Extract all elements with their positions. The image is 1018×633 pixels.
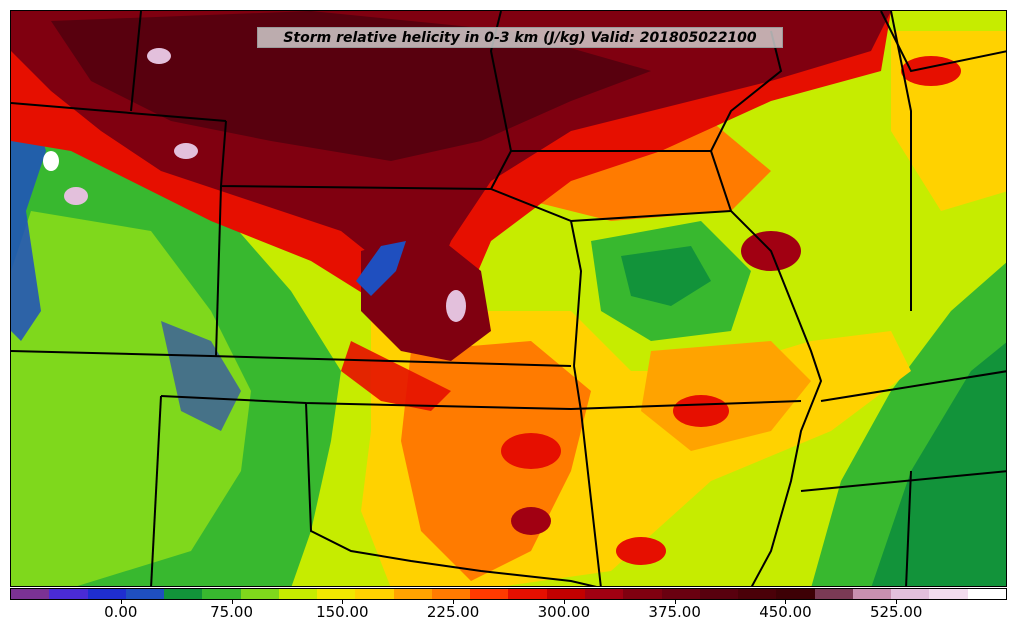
boundary-north-1 xyxy=(11,102,227,122)
colorbar-tick-mark xyxy=(231,600,233,604)
boundary-mo-ar xyxy=(573,365,602,586)
colorbar-tick-mark xyxy=(785,600,787,604)
colorbar xyxy=(10,588,1007,600)
colorbar-tick-mark xyxy=(896,600,898,604)
colorbar-swatch xyxy=(623,589,662,599)
colorbar-swatch xyxy=(125,589,165,599)
colorbar-swatch xyxy=(240,589,279,599)
orange-east xyxy=(641,341,811,451)
boundary-ne-ia xyxy=(489,11,512,152)
state-boundaries xyxy=(11,11,1006,586)
boundary-wy-ne xyxy=(130,11,142,112)
boundary-ks-ok xyxy=(160,395,802,411)
red-cell-3 xyxy=(673,395,729,427)
colorbar-tick-label: 225.00 xyxy=(426,603,480,621)
colorbar-swatch xyxy=(278,589,318,599)
colorbar-swatch xyxy=(431,589,471,599)
colorbar-swatch xyxy=(891,589,930,599)
lavender-max-1 xyxy=(446,290,466,322)
colorbar-swatch xyxy=(776,589,815,599)
colorbar-tick-label: 525.00 xyxy=(869,603,923,621)
colorbar-swatch xyxy=(929,589,968,599)
colorbar-swatch xyxy=(49,589,88,599)
boundary-ks-mo xyxy=(490,188,583,367)
colorbar-tick-label: 375.00 xyxy=(648,603,701,621)
colorbar-swatch xyxy=(738,589,777,599)
colorbar-swatch xyxy=(852,589,892,599)
red-kansas-ring xyxy=(341,341,451,411)
boundary-tn-ms xyxy=(800,470,1006,492)
map-title-box: Storm relative helicity in 0-3 km (J/kg)… xyxy=(257,27,783,48)
colorbar-tick-label: 300.00 xyxy=(537,603,591,621)
map-title: Storm relative helicity in 0-3 km (J/kg)… xyxy=(283,29,757,46)
green-southeast xyxy=(811,262,1006,586)
boundary-ok-tx xyxy=(305,402,597,586)
colorbar-swatch xyxy=(546,589,585,599)
colorbar-tick-mark xyxy=(453,600,455,604)
colorbar-tick-label: 0.00 xyxy=(104,603,138,621)
colorbar-swatch xyxy=(164,589,203,599)
colorbar-swatch xyxy=(202,589,241,599)
colorbar-swatch xyxy=(355,589,394,599)
boundary-ia-mo xyxy=(570,210,732,222)
colorbar-tick-mark xyxy=(120,600,122,604)
boundary-ok-west xyxy=(150,395,162,586)
colorbar-tick-label: 150.00 xyxy=(316,603,369,621)
colorbar-ticks xyxy=(10,600,1007,608)
colorbar-tick-mark xyxy=(342,600,344,604)
dark-red-core-2 xyxy=(51,11,651,161)
lavender-max-3 xyxy=(174,143,198,159)
blue-west-streaks xyxy=(11,91,46,341)
boundary-co-ks xyxy=(215,185,222,357)
blue-west-streaks-2 xyxy=(161,321,241,431)
colorbar-swatch xyxy=(470,589,509,599)
boundary-wi xyxy=(710,30,783,152)
boundary-ky-tn xyxy=(820,370,1006,402)
colorbar-swatch xyxy=(699,589,739,599)
colorbar-swatch xyxy=(393,589,432,599)
blue-cell-kansas xyxy=(356,241,406,296)
green-central-dark xyxy=(621,246,711,306)
dark-green-southeast xyxy=(871,313,1006,586)
colorbar-swatch xyxy=(11,589,50,599)
colorbar-swatch xyxy=(967,589,1006,599)
red-cell-1 xyxy=(501,433,561,469)
colorbar-swatch xyxy=(87,589,126,599)
red-cell-2 xyxy=(616,537,666,565)
boundary-mo-il xyxy=(710,150,823,586)
colorbar-swatch xyxy=(661,589,700,599)
colorbar-swatch xyxy=(317,589,356,599)
boundary-ms-al xyxy=(905,470,912,586)
red-cell-6 xyxy=(511,507,551,535)
lavender-max-4 xyxy=(64,187,88,205)
colorbar-swatch xyxy=(814,589,853,599)
map-panel: Storm relative helicity in 0-3 km (J/kg)… xyxy=(10,10,1007,587)
helicity-field-map xyxy=(11,11,1006,586)
boundary-ne-ks xyxy=(11,350,572,367)
lavender-max-5 xyxy=(43,151,59,171)
green-west-inner xyxy=(11,211,251,586)
colorbar-swatch xyxy=(584,589,624,599)
colorbar-tick-label: 75.00 xyxy=(210,603,254,621)
colorbar-tick-mark xyxy=(563,600,565,604)
colorbar-swatch xyxy=(508,589,547,599)
colorbar-tick-label: 450.00 xyxy=(759,603,812,621)
lavender-max-2 xyxy=(147,48,171,64)
colorbar-tick-mark xyxy=(674,600,676,604)
boundary-mi xyxy=(880,11,1006,73)
